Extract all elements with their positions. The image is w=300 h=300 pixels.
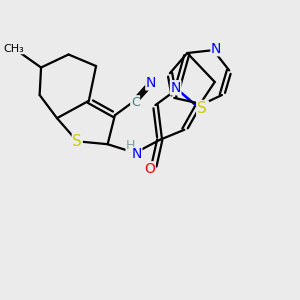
- Text: N: N: [198, 101, 208, 115]
- Text: N: N: [170, 81, 181, 95]
- Text: CH₃: CH₃: [3, 44, 24, 54]
- Text: N: N: [211, 42, 221, 56]
- Text: N: N: [146, 76, 156, 90]
- Text: H: H: [126, 139, 136, 152]
- Text: C: C: [131, 96, 140, 109]
- Text: N: N: [131, 147, 142, 161]
- Text: O: O: [144, 162, 155, 176]
- Text: S: S: [72, 134, 82, 149]
- Text: S: S: [197, 100, 207, 116]
